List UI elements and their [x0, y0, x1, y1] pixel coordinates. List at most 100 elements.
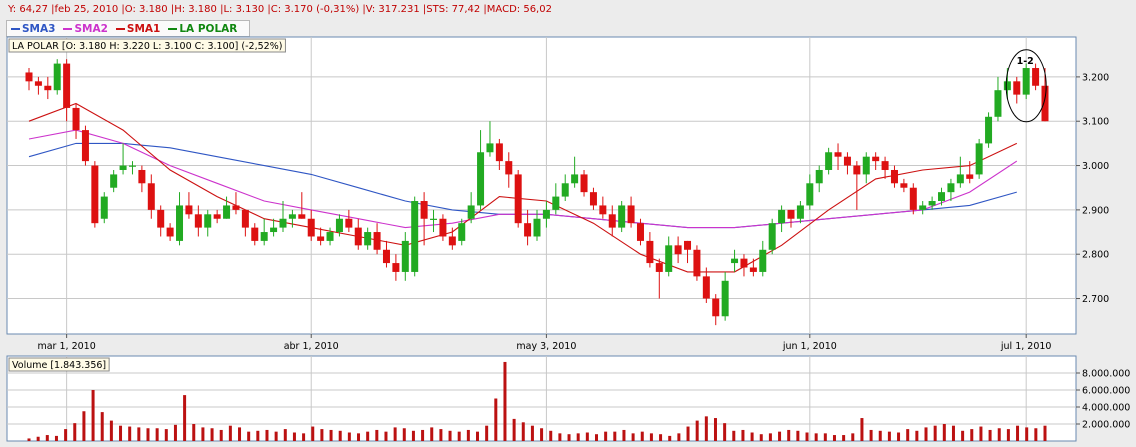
candle-body: [110, 174, 118, 188]
volume-bar: [768, 433, 772, 441]
volume-bar: [1034, 428, 1038, 441]
volume-bar: [36, 436, 40, 441]
candle-body: [1032, 68, 1040, 86]
volume-bar: [1025, 427, 1029, 441]
candle-body: [947, 183, 955, 193]
volume-panel-label-box: [8, 357, 110, 372]
candle-body: [589, 192, 597, 206]
candle-body: [317, 236, 325, 241]
legend-item-la-polar[interactable]: LA POLAR: [168, 23, 237, 35]
candle-body: [524, 223, 532, 237]
volume-bar: [503, 361, 507, 441]
candle-body: [213, 214, 221, 219]
candle-body: [514, 174, 522, 224]
volume-bar: [796, 430, 800, 441]
candle-body: [72, 107, 80, 131]
x-tick-label: abr 1, 2010: [284, 341, 339, 352]
x-tick-label: mar 1, 2010: [37, 341, 95, 352]
candle-body: [241, 209, 249, 228]
volume-bar: [924, 427, 928, 441]
candle-body: [25, 72, 33, 82]
legend-swatch: [11, 27, 20, 30]
volume-bar: [137, 427, 141, 441]
candle-body: [994, 90, 1002, 117]
volume-bar: [622, 429, 626, 441]
volume-bar: [494, 398, 498, 441]
candle-body: [91, 165, 99, 224]
series-line-sma2: [28, 129, 1018, 229]
volume-bar: [695, 420, 699, 441]
candle-body: [420, 201, 428, 219]
volume-bar: [466, 429, 470, 441]
volume-y-tick-label: 2.000.000: [1082, 420, 1130, 431]
volume-bar: [384, 431, 388, 441]
volume-bar: [970, 429, 974, 441]
candle-body: [505, 161, 513, 175]
candle-body: [608, 214, 616, 228]
candle-body: [975, 143, 983, 175]
volume-bar: [823, 433, 827, 441]
volume-bar: [210, 428, 214, 441]
legend-swatch: [168, 27, 178, 30]
volume-bar: [375, 429, 379, 441]
volume-bar: [91, 390, 95, 441]
candle-body: [34, 81, 42, 86]
candle-body: [580, 174, 588, 193]
volume-bar: [73, 423, 77, 441]
candle-body: [354, 227, 362, 246]
volume-bar: [878, 430, 882, 441]
candle-body: [938, 192, 946, 202]
candle-body: [825, 152, 833, 170]
volume-bar: [402, 428, 406, 441]
candle-body: [411, 201, 419, 272]
volume-bar: [558, 433, 562, 441]
legend-item-sma2[interactable]: SMA2: [63, 23, 108, 35]
volume-bar: [906, 429, 910, 441]
candle-body: [1003, 81, 1011, 91]
volume-bar: [1016, 425, 1020, 441]
candle-body: [458, 223, 466, 241]
candle-body: [439, 218, 447, 237]
volume-bar: [238, 427, 242, 441]
candle-body: [721, 280, 729, 317]
candle-body: [627, 205, 635, 224]
candle-body: [128, 165, 136, 167]
candle-body: [307, 218, 315, 237]
volume-bar: [320, 429, 324, 441]
volume-bar: [45, 435, 49, 441]
candle-body: [768, 223, 776, 250]
candle-body: [270, 227, 278, 233]
volume-bar: [887, 431, 891, 441]
volume-bar: [192, 424, 196, 441]
legend-item-sma1[interactable]: SMA1: [115, 23, 160, 35]
candle-body: [223, 205, 231, 219]
candle-body: [702, 276, 710, 299]
volume-bar: [686, 426, 690, 441]
volume-bar: [347, 432, 351, 441]
price-y-tick-label: 3.000: [1082, 161, 1109, 172]
candle-body: [655, 263, 663, 272]
volume-bar: [961, 430, 965, 441]
volume-bar: [311, 426, 315, 441]
volume-bar: [997, 428, 1001, 441]
candle-body: [326, 232, 334, 241]
volume-bar: [631, 433, 635, 441]
candle-body: [157, 209, 165, 228]
volume-bar: [677, 433, 681, 441]
volume-bar: [741, 429, 745, 441]
price-y-tick-label: 2.900: [1082, 205, 1109, 216]
volume-bar: [421, 429, 425, 441]
candle-body: [467, 205, 475, 219]
volume-y-tick-label: 6.000.000: [1082, 386, 1130, 397]
candle-body: [900, 183, 908, 188]
x-tick-label: may 3, 2010: [516, 341, 576, 352]
info-bar: Y: 64,27 |feb 25, 2010 |O: 3.180 |H: 3.1…: [8, 4, 552, 15]
price-y-tick-label: 2.700: [1082, 294, 1109, 305]
volume-bar: [265, 429, 269, 441]
candle-body: [561, 183, 569, 197]
volume-bar: [439, 429, 443, 441]
legend-item-sma3[interactable]: SMA3: [11, 23, 55, 35]
volume-bar: [411, 430, 415, 441]
volume-bar: [640, 431, 644, 441]
